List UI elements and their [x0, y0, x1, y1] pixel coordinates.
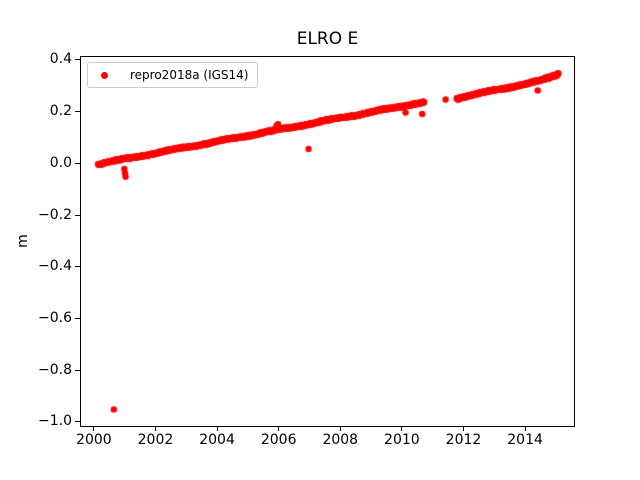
y-tick-mark [75, 266, 80, 268]
x-tick-mark [93, 427, 95, 431]
x-tick-label: 2000 [76, 432, 112, 448]
y-tick-mark [75, 369, 80, 371]
y-tick-label: −0.8 [38, 361, 72, 378]
x-tick-label: 2008 [322, 432, 359, 448]
x-tick-mark [401, 427, 403, 431]
y-tick-label: 0.2 [49, 103, 72, 120]
plot-area [80, 56, 575, 427]
x-tick-mark [154, 427, 156, 431]
y-tick-label: 0.4 [49, 51, 72, 68]
y-tick-mark [75, 421, 80, 423]
x-tick-label: 2004 [199, 432, 235, 448]
y-tick-label: −1.0 [38, 413, 72, 430]
legend: repro2018a (IGS14) [87, 62, 259, 88]
x-tick-mark [216, 427, 218, 431]
x-tick-label: 2010 [384, 432, 420, 448]
legend-label: repro2018a (IGS14) [130, 68, 249, 82]
legend-marker-icon [101, 71, 108, 79]
y-tick-mark [75, 111, 80, 113]
y-tick-mark [75, 214, 80, 216]
x-tick-mark [462, 427, 464, 431]
x-tick-mark [524, 427, 526, 431]
x-tick-mark [278, 427, 280, 431]
y-axis-label: m [15, 234, 31, 248]
y-tick-mark [75, 317, 80, 319]
y-tick-label: 0.0 [49, 154, 72, 171]
y-tick-label: −0.4 [38, 258, 72, 275]
x-tick-label: 2012 [445, 432, 482, 448]
x-tick-label: 2002 [137, 432, 174, 448]
x-tick-label: 2014 [507, 432, 543, 448]
x-tick-label: 2006 [260, 432, 297, 448]
y-tick-label: −0.2 [38, 206, 72, 223]
y-tick-label: −0.6 [38, 309, 72, 326]
y-tick-mark [75, 59, 80, 61]
y-tick-mark [75, 162, 80, 164]
x-tick-mark [339, 427, 341, 431]
chart-title: ELRO E [296, 29, 359, 49]
